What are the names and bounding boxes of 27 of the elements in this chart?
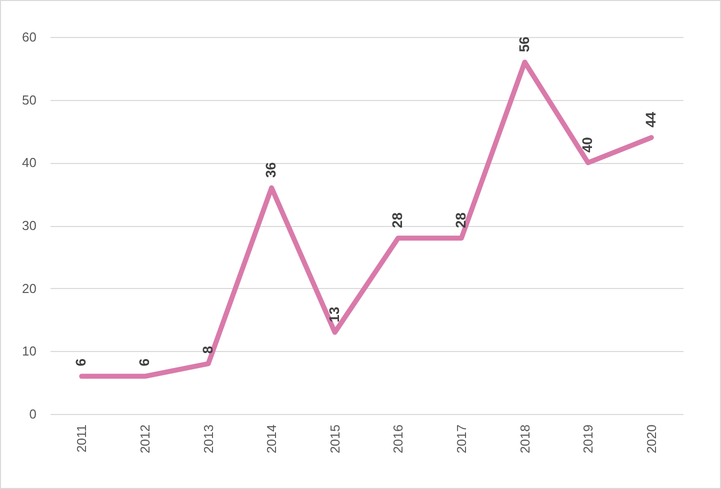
y-tick-label: 30 [22,218,36,233]
y-tick-label: 40 [22,155,36,170]
x-tick-label: 2018 [517,424,532,454]
data-label: 40 [579,136,596,153]
y-tick-label: 20 [22,280,36,296]
data-label: 44 [642,112,658,128]
data-label: 6 [72,358,89,366]
y-tick-label: 10 [22,344,36,359]
data-label: 8 [199,346,216,354]
x-tick-label: 2017 [454,424,469,454]
data-label: 28 [389,212,406,228]
x-tick-label: 2019 [580,424,596,454]
x-tick-label: 2012 [137,424,152,454]
data-label: 13 [326,306,342,322]
data-label: 36 [262,162,279,178]
x-tick-label: 2011 [74,424,90,452]
y-tick-label: 0 [29,406,36,422]
data-label: 28 [452,212,468,228]
x-tick-label: 2015 [327,424,342,454]
data-label: 56 [516,36,532,52]
y-tick-label: 50 [22,92,36,108]
x-tick-label: 2020 [644,424,659,454]
data-label: 6 [136,358,152,366]
x-tick-label: 2014 [264,424,280,454]
x-tick-label: 2016 [390,424,406,454]
x-tick-label: 2013 [200,424,216,454]
y-tick-label: 60 [22,30,36,44]
